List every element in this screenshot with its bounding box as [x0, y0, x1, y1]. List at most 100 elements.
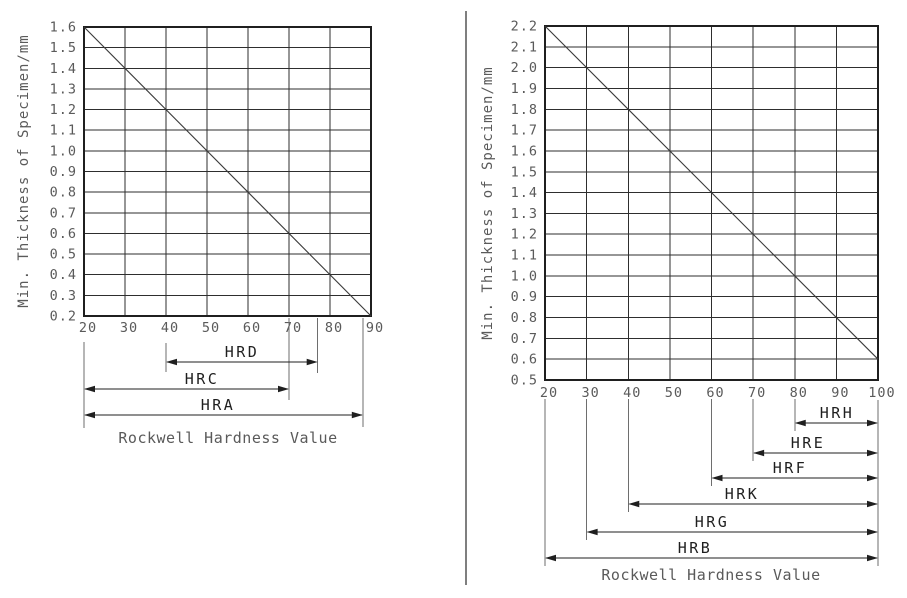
range-label: HRF: [773, 459, 808, 477]
arrowhead-right-icon: [867, 419, 878, 427]
y-tick-label: 0.8: [50, 185, 77, 201]
x-tick-label: 70: [284, 320, 302, 336]
range-label: HRG: [695, 513, 730, 531]
chart-svg: 2.2 2.1 2.0 1.9 1.8 1.7 1.6 1.5 1.4 1.3 1.2 1.1 1.0 0…: [480, 19, 895, 585]
left-min-thickness-chart: 1.6 1.5 1.4 1.3 1.2 1.1 1.0 0.9 0.8 0.7 0.6 0.5 0.4 0…: [0, 0, 453, 460]
y-tick-label: 1.0: [50, 143, 77, 159]
range-arrow-hrd: HRD: [166, 343, 318, 366]
x-tick-label: 100: [868, 385, 895, 401]
y-axis-title: Min. Thickness of Specimen/mm: [16, 34, 32, 307]
chart-svg: 1.6 1.5 1.4 1.3 1.2 1.1 1.0 0.9 0.8 0.7 0.6 0.5 0.4 0…: [16, 20, 384, 448]
y-tick-label: 1.9: [511, 81, 538, 97]
range-arrow-hrk: HRK: [628, 485, 878, 508]
series-line-min-thickness-diagonal: [83, 26, 372, 317]
x-tick-label: 80: [790, 385, 808, 401]
arrowhead-left-icon: [84, 385, 95, 393]
x-tick-label: 20: [540, 385, 558, 401]
arrowhead-right-icon: [867, 554, 878, 562]
y-tick-label: 1.0: [511, 268, 538, 284]
y-tick-label: 0.8: [511, 310, 538, 326]
range-label: HRC: [185, 370, 220, 388]
plot-border: [544, 25, 879, 381]
arrowhead-right-icon: [306, 358, 318, 366]
y-axis-title: Min. Thickness of Specimen/mm: [480, 66, 496, 339]
y-tick-label: 1.5: [50, 40, 77, 56]
y-tick-label: 1.7: [511, 123, 538, 139]
arrowhead-right-icon: [278, 385, 289, 393]
series-line-min-thickness-diagonal: [544, 25, 879, 360]
chart-divider-line: [465, 11, 467, 585]
range-label: HRK: [725, 485, 760, 503]
arrowhead-right-icon: [867, 500, 878, 508]
x-tick-label: 80: [325, 320, 343, 336]
range-label: HRH: [820, 404, 855, 422]
arrowhead-left-icon: [628, 500, 640, 508]
x-axis-title: Rockwell Hardness Value: [601, 566, 820, 584]
y-tick-label: 2.2: [511, 19, 538, 35]
x-tick-label: 90: [366, 320, 384, 336]
y-tick-label: 0.5: [50, 247, 77, 263]
arrowhead-right-icon: [867, 474, 878, 482]
y-tick-label: 1.6: [50, 20, 77, 36]
x-tick-label: 20: [79, 320, 97, 336]
x-tick-label: 30: [581, 385, 599, 401]
y-tick-label: 2.0: [511, 60, 538, 76]
x-tick-label: 50: [202, 320, 220, 336]
y-tick-label: 0.9: [511, 289, 538, 305]
y-tick-label: 0.5: [511, 373, 538, 389]
range-arrow-hra: HRA: [84, 396, 363, 419]
right-min-thickness-chart: 2.2 2.1 2.0 1.9 1.8 1.7 1.6 1.5 1.4 1.3 1.2 1.1 1.0 0…: [453, 0, 907, 598]
y-tick-label: 0.4: [50, 267, 77, 283]
x-tick-label: 50: [665, 385, 683, 401]
y-tick-label: 1.1: [50, 123, 77, 139]
y-tick-label: 0.3: [50, 288, 77, 304]
y-tick-label: 1.3: [50, 81, 77, 97]
range-arrow-hrb: HRB: [545, 539, 878, 562]
range-arrow-hrc: HRC: [84, 370, 289, 393]
y-tick-label: 1.1: [511, 248, 538, 264]
y-tick-label: 1.5: [511, 164, 538, 180]
x-tick-label: 60: [706, 385, 724, 401]
y-tick-label: 1.4: [511, 185, 538, 201]
plot-border: [83, 26, 372, 317]
x-tick-label: 70: [748, 385, 766, 401]
x-tick-label: 30: [120, 320, 138, 336]
y-tick-label: 1.2: [511, 227, 538, 243]
y-tick-label: 0.9: [50, 164, 77, 180]
range-arrow-hrf: HRF: [711, 459, 878, 482]
arrowhead-right-icon: [867, 449, 878, 457]
arrowhead-left-icon: [166, 358, 177, 366]
arrowhead-right-icon: [351, 411, 363, 419]
range-arrow-hre: HRE: [753, 434, 878, 457]
range-label: HRE: [791, 434, 826, 452]
y-tick-label: 0.2: [50, 309, 77, 325]
y-tick-label: 1.3: [511, 206, 538, 222]
arrowhead-left-icon: [545, 554, 556, 562]
x-tick-label: 90: [831, 385, 849, 401]
arrowhead-left-icon: [586, 528, 598, 536]
y-tick-label: 1.4: [50, 61, 77, 77]
y-tick-label: 1.2: [50, 102, 77, 118]
arrowhead-right-icon: [867, 528, 878, 536]
arrowhead-left-icon: [753, 449, 765, 457]
arrowhead-left-icon: [711, 474, 723, 482]
range-label: HRD: [225, 343, 260, 361]
range-arrow-hrh: HRH: [794, 404, 878, 427]
y-tick-label: 0.7: [511, 331, 538, 347]
range-label: HRB: [678, 539, 713, 557]
range-arrow-hrg: HRG: [586, 513, 878, 536]
arrowhead-left-icon: [794, 419, 806, 427]
y-tick-label: 1.6: [511, 143, 538, 159]
y-tick-label: 0.6: [50, 226, 77, 242]
arrowhead-left-icon: [84, 411, 95, 419]
range-label: HRA: [201, 396, 236, 414]
y-tick-label: 1.8: [511, 102, 538, 118]
x-tick-label: 60: [243, 320, 261, 336]
y-tick-label: 2.1: [511, 39, 538, 55]
x-axis-title: Rockwell Hardness Value: [118, 429, 337, 447]
y-tick-label: 0.6: [511, 352, 538, 368]
x-tick-label: 40: [623, 385, 641, 401]
y-tick-label: 0.7: [50, 205, 77, 221]
x-tick-label: 40: [161, 320, 179, 336]
